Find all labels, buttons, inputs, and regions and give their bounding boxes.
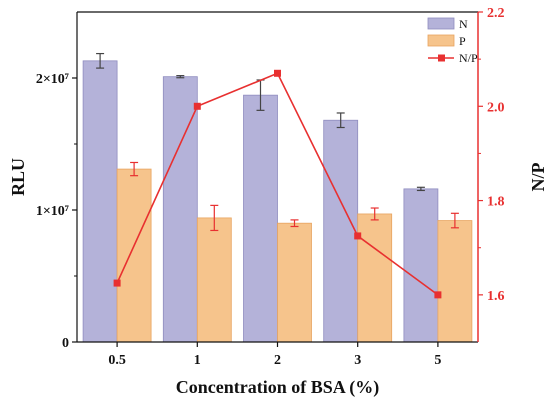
bar-n bbox=[323, 119, 359, 343]
ratio-point bbox=[354, 232, 362, 240]
y-left-tick-label: 0 bbox=[62, 336, 69, 351]
bar-p bbox=[116, 168, 152, 343]
y-right-tick-label: 2.0 bbox=[487, 100, 505, 115]
legend-marker-ratio bbox=[438, 54, 445, 62]
legend-label-p: P bbox=[459, 34, 466, 48]
y-left-tick-label: 1×10⁷ bbox=[36, 204, 69, 219]
y-left-tick-label: 2×10⁷ bbox=[36, 72, 69, 87]
bar-p bbox=[437, 220, 473, 343]
bar-p bbox=[277, 222, 312, 343]
ratio-line-group bbox=[113, 69, 442, 299]
x-tick-label: 3 bbox=[354, 353, 361, 368]
ratio-point bbox=[274, 69, 281, 77]
legend-label-n: N bbox=[459, 17, 468, 31]
legend: NP N/P bbox=[427, 17, 478, 65]
y-axis-left-title: RLU bbox=[8, 158, 28, 196]
legend-swatch-p bbox=[427, 34, 455, 47]
bar-p bbox=[196, 217, 232, 343]
ratio-point bbox=[434, 291, 442, 299]
x-axis-title: Concentration of BSA (%) bbox=[176, 377, 380, 398]
y-axis-right-title: N/P bbox=[528, 163, 548, 192]
bar-n bbox=[162, 76, 198, 343]
y-right-tick-label: 1.6 bbox=[487, 289, 505, 304]
bar-n bbox=[82, 60, 118, 343]
bar-group bbox=[82, 52, 473, 343]
bar-n bbox=[403, 188, 439, 343]
legend-swatch-n bbox=[427, 17, 455, 30]
axes-group: 0 1×10⁷ 2×10⁷ 1.6 1.8 2.0 2.2 0.5 1 2 3 5 bbox=[36, 6, 505, 368]
x-tick-label: 5 bbox=[434, 353, 441, 368]
y-right-tick-label: 2.2 bbox=[487, 6, 505, 21]
x-tick-label: 0.5 bbox=[108, 353, 126, 368]
ratio-point bbox=[193, 102, 201, 110]
y-right-tick-label: 1.8 bbox=[487, 195, 505, 210]
ratio-point bbox=[113, 279, 121, 287]
x-tick-label: 1 bbox=[194, 353, 201, 368]
bar-p bbox=[357, 213, 393, 343]
legend-label-ratio: N/P bbox=[459, 51, 478, 65]
bar-n bbox=[243, 94, 278, 343]
x-tick-label: 2 bbox=[274, 353, 281, 368]
